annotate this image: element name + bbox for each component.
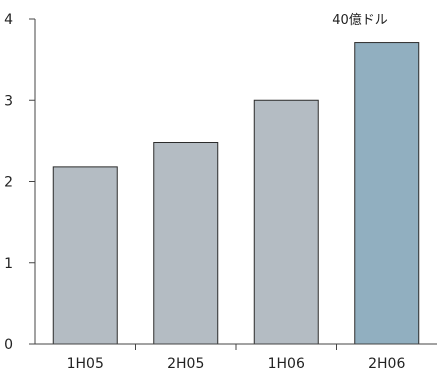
bar-1h05 — [52, 166, 118, 345]
y-tick-label: 4 — [4, 12, 13, 28]
y-tick-label: 0 — [4, 337, 13, 353]
x-tick-label: 2H06 — [368, 356, 405, 371]
bar-1h06 — [253, 99, 319, 345]
x-axis: 1H05 2H05 1H06 2H06 — [35, 343, 437, 372]
bars — [52, 42, 420, 345]
bar-2h06 — [354, 42, 420, 345]
x-tick-label: 1H05 — [67, 356, 104, 371]
y-tick-label: 2 — [4, 175, 13, 191]
x-tick-label: 1H06 — [268, 356, 305, 371]
x-tick-label: 2H05 — [167, 356, 204, 371]
unit-annotation: 40億ドル — [332, 12, 388, 28]
bar-2h05 — [153, 142, 219, 345]
y-tick-label: 1 — [4, 256, 13, 272]
y-tick-label: 3 — [4, 93, 13, 109]
y-axis: 0 1 2 3 4 — [4, 12, 36, 353]
